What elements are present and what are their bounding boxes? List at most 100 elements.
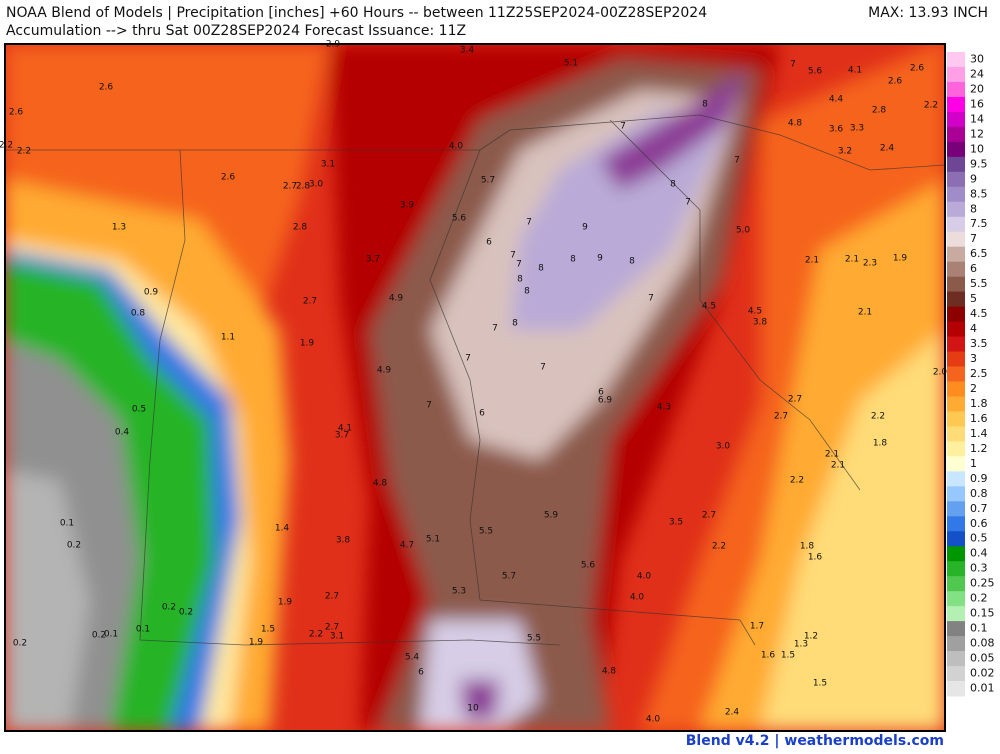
colorbar-swatch — [947, 66, 965, 83]
colorbar-swatch — [947, 336, 965, 353]
colorbar-label: 0.9 — [970, 472, 988, 485]
point-label: 10 — [467, 704, 479, 714]
point-label: 1.3 — [794, 640, 808, 650]
point-label: 4.0 — [646, 715, 661, 725]
point-label: 2.7 — [303, 297, 317, 307]
point-label: 5.1 — [426, 535, 440, 545]
max-label: MAX: 13.93 INCH — [868, 5, 988, 21]
point-label: 5.4 — [405, 653, 420, 663]
point-label: 5.5 — [527, 634, 541, 644]
colorbar-label: 0.8 — [970, 487, 988, 500]
colorbar-swatch — [947, 426, 965, 442]
point-label: 2.1 — [858, 308, 872, 318]
point-label: 2.2 — [790, 476, 804, 486]
colorbar-swatch — [947, 531, 965, 547]
point-label: 1.8 — [800, 542, 815, 552]
colorbar-label: 7 — [970, 232, 977, 245]
point-label: 4.5 — [748, 307, 762, 317]
point-label: 0.8 — [131, 309, 146, 319]
point-label: 1.3 — [112, 223, 126, 233]
colorbar-label: 16 — [970, 97, 984, 110]
point-label: 3.5 — [669, 518, 683, 528]
footer-credit: Blend v4.2 | weathermodels.com — [686, 733, 944, 749]
colorbar: 302420161412109.598.587.576.565.554.543.… — [947, 52, 995, 697]
colorbar-label: 3.5 — [970, 337, 988, 350]
colorbar-swatch — [947, 126, 965, 143]
colorbar-label: 24 — [970, 67, 984, 80]
point-label: 2.1 — [825, 450, 839, 460]
colorbar-swatch — [947, 636, 965, 652]
colorbar-label: 0.5 — [970, 532, 988, 545]
colorbar-label: 6.5 — [970, 247, 988, 260]
colorbar-swatch — [947, 486, 965, 502]
point-label: 4.8 — [602, 667, 617, 677]
point-label: 0.9 — [144, 288, 159, 298]
point-label: 7 — [734, 156, 740, 166]
colorbar-swatch — [947, 201, 965, 218]
point-label: 3.9 — [400, 201, 415, 211]
colorbar-swatch — [947, 216, 965, 233]
point-label: 3.8 — [336, 536, 351, 546]
colorbar-label: 5.5 — [970, 277, 988, 290]
colorbar-swatch — [947, 396, 965, 412]
title-line-1: NOAA Blend of Models | Precipitation [in… — [6, 5, 707, 21]
colorbar-swatch — [947, 591, 965, 607]
point-label: 2.7 — [325, 592, 339, 602]
colorbar-swatch — [947, 606, 965, 622]
colorbar-swatch — [947, 561, 965, 577]
point-label: 6 — [418, 668, 424, 678]
colorbar-label: 2.5 — [970, 367, 988, 380]
point-label: 5.6 — [808, 67, 823, 77]
point-label: 1.5 — [781, 651, 795, 661]
colorbar-swatch — [947, 111, 965, 128]
colorbar-swatch — [947, 681, 965, 697]
point-label: 2.7 — [325, 623, 339, 633]
colorbar-label: 9 — [970, 172, 977, 185]
point-label: 1.9 — [249, 638, 264, 648]
point-label: 7 — [685, 198, 691, 208]
map-frame — [4, 43, 946, 732]
point-label: 0.2 — [179, 608, 193, 618]
point-label: 1.8 — [873, 439, 888, 449]
point-label: 5.9 — [544, 511, 559, 521]
colorbar-label: 7.5 — [970, 217, 988, 230]
colorbar-swatch — [947, 96, 965, 113]
colorbar-swatch — [947, 651, 965, 667]
colorbar-label: 5 — [970, 292, 977, 305]
point-label: 3.7 — [366, 255, 380, 265]
colorbar-swatch — [947, 321, 965, 338]
point-label: 2.2 — [309, 630, 323, 640]
colorbar-swatch — [947, 246, 965, 263]
point-label: 0.1 — [60, 519, 74, 529]
point-label: 3.8 — [753, 318, 768, 328]
point-label: 9 — [597, 254, 603, 264]
colorbar-label: 30 — [970, 52, 984, 65]
point-label: 1.5 — [261, 625, 275, 635]
point-label: 7 — [540, 363, 546, 373]
point-label: 3.7 — [335, 431, 349, 441]
point-label: 4.1 — [338, 424, 352, 434]
point-label: 2.1 — [831, 461, 845, 471]
point-label: 1.6 — [761, 651, 776, 661]
point-label: 5.3 — [452, 587, 466, 597]
colorbar-label: 0.6 — [970, 517, 988, 530]
point-label: 1.7 — [750, 622, 764, 632]
point-label: 2.6 — [9, 108, 24, 118]
point-label: 2.1 — [805, 256, 819, 266]
point-label: 1.9 — [300, 339, 315, 349]
colorbar-label: 0.2 — [970, 592, 988, 605]
point-label: 3.2 — [838, 147, 852, 157]
point-label: 0.2 — [162, 603, 176, 613]
colorbar-swatch — [947, 156, 965, 173]
colorbar-label: 0.15 — [970, 607, 995, 620]
colorbar-label: 0.1 — [970, 622, 988, 635]
point-label: 2.7 — [702, 511, 716, 521]
point-label: 4.1 — [848, 66, 862, 76]
point-label: 3.3 — [850, 124, 864, 134]
point-label: 8 — [538, 264, 544, 274]
colorbar-swatch — [947, 666, 965, 682]
point-label: 0.2 — [13, 639, 27, 649]
colorbar-label: 0.7 — [970, 502, 988, 515]
point-label: 2.6 — [910, 64, 925, 74]
point-label: 5.7 — [481, 176, 495, 186]
